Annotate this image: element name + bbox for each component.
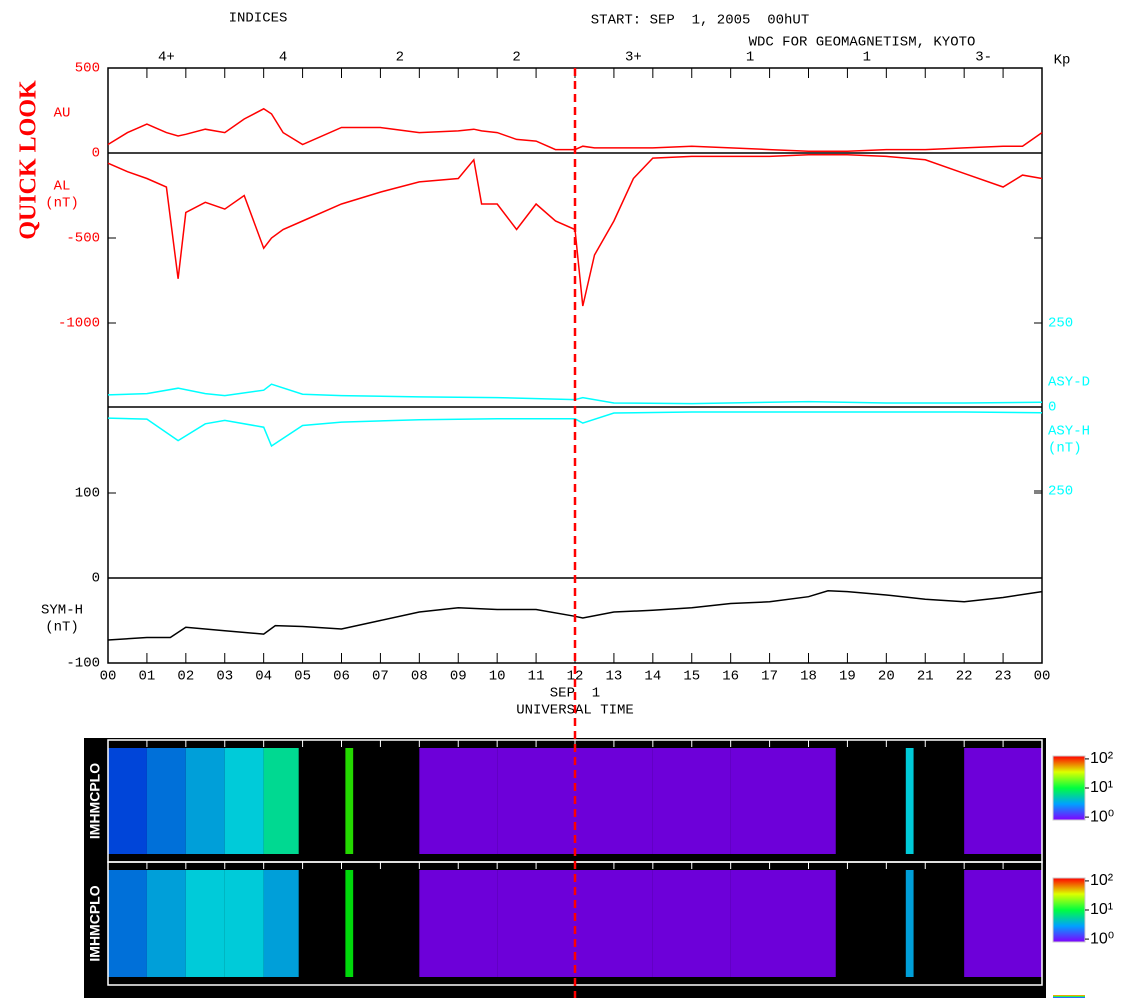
x-tick-label: 05 — [294, 669, 311, 685]
series-line — [107, 153, 1043, 307]
panel-label: IMHMCPLO — [87, 763, 103, 839]
series-label: SYM-H — [41, 603, 83, 619]
heatmap-cell — [146, 870, 186, 977]
x-tick-label: 17 — [761, 669, 778, 685]
x-tick-label: 09 — [450, 669, 467, 685]
series-line — [107, 383, 1043, 405]
kp-label: Kp — [1054, 53, 1071, 69]
x-tick-label: 10 — [489, 669, 506, 685]
kp-value: 1 — [863, 50, 871, 66]
colorbar-tick-label: 10⁰ — [1090, 930, 1114, 947]
x-tick-label: 03 — [216, 669, 233, 685]
kp-value: 2 — [512, 50, 520, 66]
x-tick-label: 00 — [100, 669, 117, 685]
colorbar-partial — [1053, 995, 1085, 998]
colorbar — [1052, 755, 1086, 821]
heatmap-cell — [730, 748, 836, 854]
panel-label: IMHMCPLO — [87, 885, 103, 961]
x-tick-label: 16 — [722, 669, 739, 685]
heatmap-cell — [964, 748, 1042, 854]
heatmap-cell — [345, 870, 354, 977]
colorbar-tick-label: 10¹ — [1090, 901, 1113, 918]
colorbar-tick-label: 10¹ — [1090, 779, 1113, 796]
heatmap-cell — [263, 748, 299, 854]
y-tick-label: -500 — [66, 231, 100, 247]
x-tick-label: 15 — [683, 669, 700, 685]
x-tick-label: 07 — [372, 669, 389, 685]
heatmap-cell — [730, 870, 836, 977]
x-tick-label: 23 — [995, 669, 1012, 685]
heatmap-cell — [185, 748, 225, 854]
series-label: AU — [54, 106, 71, 122]
colorbar-tick-label: 10⁰ — [1090, 808, 1114, 825]
heatmap-cell — [497, 748, 575, 854]
heatmap-cell — [905, 748, 914, 854]
heatmap-cell — [652, 870, 731, 977]
y2-tick-label: 0 — [1048, 400, 1056, 416]
heatmap-cell — [419, 870, 498, 977]
heatmap-cell — [185, 870, 225, 977]
kp-value: 1 — [746, 50, 754, 66]
colorbar — [1052, 877, 1086, 943]
heatmap-cell — [108, 748, 147, 854]
y-tick-label: 0 — [92, 146, 100, 162]
x-tick-label: 11 — [528, 669, 545, 685]
side-title: QUICK LOOK — [16, 80, 42, 240]
series-unit: (nT) — [1048, 441, 1082, 457]
y2-tick-label: 250 — [1048, 316, 1073, 332]
x-tick-label: 01 — [139, 669, 156, 685]
heatmap-cell — [263, 870, 299, 977]
heatmap-cell — [345, 748, 354, 854]
x-tick-label: 00 — [1034, 669, 1051, 685]
y-tick-label: -1000 — [58, 316, 100, 332]
heatmap-cell — [652, 748, 731, 854]
x-tick-label: 20 — [878, 669, 895, 685]
series-unit: (nT) — [45, 620, 79, 636]
y-tick-label: -100 — [66, 656, 100, 672]
y-tick-label: 0 — [92, 571, 100, 587]
header-start: START: SEP 1, 2005 00hUT — [591, 13, 809, 29]
x-tick-label: 14 — [644, 669, 661, 685]
kp-value: 4 — [279, 50, 287, 66]
colorbar-tick-label: 10² — [1090, 872, 1114, 889]
x-tick-label: 06 — [333, 669, 350, 685]
series-label: ASY-H — [1048, 424, 1090, 440]
header-source: WDC FOR GEOMAGNETISM, KYOTO — [749, 35, 976, 51]
heatmap-cell — [497, 870, 575, 977]
heatmap-cell — [224, 748, 264, 854]
series-line — [107, 411, 1043, 448]
colorbar-tick-label: 10² — [1090, 750, 1114, 767]
y-tick-label: 500 — [75, 61, 100, 77]
heatmap-cell — [905, 870, 914, 977]
y-tick-label: 100 — [75, 486, 100, 502]
series-label: ASY-D — [1048, 375, 1090, 391]
x-tick-label: 21 — [917, 669, 934, 685]
x-tick-label: 08 — [411, 669, 428, 685]
x-tick-label: 04 — [255, 669, 272, 685]
header-left: INDICES — [229, 11, 288, 27]
heatmap-cell — [964, 870, 1042, 977]
kp-value: 3+ — [625, 50, 642, 66]
kp-value: 3- — [975, 50, 992, 66]
kp-value: 2 — [396, 50, 404, 66]
heatmap-cell — [146, 748, 186, 854]
heatmap-cell — [575, 748, 653, 854]
heatmap-cell — [108, 870, 147, 977]
x-tick-label: 18 — [800, 669, 817, 685]
x-tick-label: 02 — [177, 669, 194, 685]
heatmap-cell — [224, 870, 264, 977]
heatmap-cell — [419, 748, 498, 854]
series-line — [107, 107, 1043, 153]
kp-value: 4+ — [158, 50, 175, 66]
series-label: AL — [54, 179, 71, 195]
series-unit: (nT) — [45, 196, 79, 212]
x-tick-label: 12 — [567, 669, 584, 685]
x-tick-label: 22 — [956, 669, 973, 685]
x-tick-label: 13 — [606, 669, 623, 685]
heatmap-cell — [575, 870, 653, 977]
y2-tick-label: 250 — [1048, 484, 1073, 500]
x-tick-label: 19 — [839, 669, 856, 685]
